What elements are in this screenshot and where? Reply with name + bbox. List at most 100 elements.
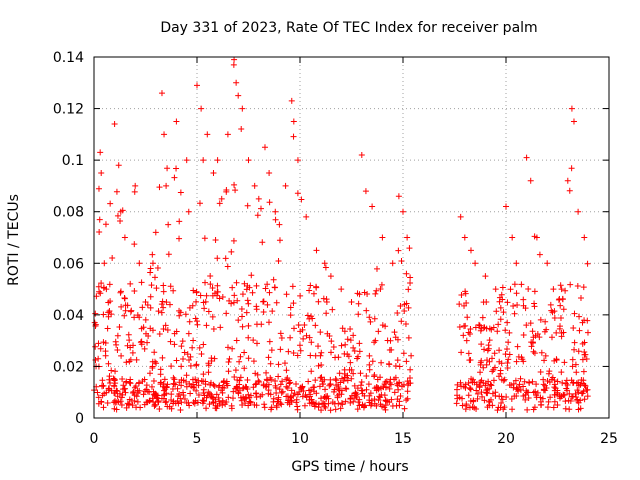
data-point <box>544 260 551 267</box>
data-point <box>177 189 184 196</box>
data-point <box>466 331 473 338</box>
data-point <box>490 366 497 373</box>
data-point <box>315 343 322 350</box>
data-point <box>454 392 461 399</box>
grid-lines <box>94 57 609 418</box>
data-point <box>510 384 517 391</box>
data-point <box>253 282 260 289</box>
data-point <box>524 389 531 396</box>
data-point <box>311 403 318 410</box>
data-point <box>544 377 551 384</box>
data-point <box>381 392 388 399</box>
data-point <box>531 288 538 295</box>
data-point <box>225 358 232 365</box>
data-point <box>367 318 374 325</box>
data-point <box>301 321 308 328</box>
data-point <box>134 312 141 319</box>
data-point <box>297 347 304 354</box>
data-point <box>98 398 105 405</box>
data-point <box>252 390 259 397</box>
data-point <box>375 397 382 404</box>
data-point <box>403 397 410 404</box>
data-point <box>571 346 578 353</box>
data-point <box>196 344 203 351</box>
data-point <box>580 380 587 387</box>
data-point <box>553 329 560 336</box>
data-point <box>542 318 549 325</box>
data-point <box>559 379 566 386</box>
data-point <box>329 306 336 313</box>
data-point <box>465 350 472 357</box>
data-point <box>354 385 361 392</box>
data-point <box>531 303 538 310</box>
data-point <box>121 312 128 319</box>
data-point <box>277 346 284 353</box>
data-point <box>382 323 389 330</box>
data-point <box>219 389 226 396</box>
data-point <box>161 131 168 138</box>
data-point <box>129 349 136 356</box>
data-point <box>511 281 518 288</box>
data-point <box>304 312 311 319</box>
data-point <box>467 397 474 404</box>
data-point <box>297 328 304 335</box>
data-point <box>113 399 120 406</box>
data-point <box>584 386 591 393</box>
data-point <box>557 315 564 322</box>
data-point <box>568 165 575 172</box>
data-point <box>251 182 258 189</box>
data-point <box>366 352 373 359</box>
data-point <box>504 365 511 372</box>
data-point <box>384 337 391 344</box>
data-point <box>531 350 538 357</box>
data-point <box>575 379 582 386</box>
data-point <box>197 292 204 299</box>
data-point <box>104 399 111 406</box>
data-point <box>561 359 568 366</box>
data-point <box>356 396 363 403</box>
data-point <box>338 286 345 293</box>
data-point <box>498 393 505 400</box>
data-point <box>308 313 315 320</box>
data-point <box>531 404 538 411</box>
data-point <box>98 170 105 177</box>
data-point <box>488 382 495 389</box>
data-point <box>520 332 527 339</box>
data-point <box>270 395 277 402</box>
data-point <box>233 279 240 286</box>
data-point <box>551 314 558 321</box>
data-point <box>388 381 395 388</box>
data-point <box>176 379 183 386</box>
data-point <box>358 387 365 394</box>
data-point <box>371 315 378 322</box>
data-point <box>235 317 242 324</box>
data-point <box>255 377 262 384</box>
data-point <box>138 338 145 345</box>
data-point <box>149 251 156 258</box>
data-point <box>276 386 283 393</box>
data-point <box>216 200 223 207</box>
data-point <box>576 313 583 320</box>
data-point <box>174 385 181 392</box>
data-point <box>350 370 357 377</box>
data-point <box>550 404 557 411</box>
data-point <box>533 381 540 388</box>
data-point <box>377 286 384 293</box>
data-point <box>127 380 134 387</box>
data-point <box>562 405 569 412</box>
data-point <box>112 338 119 345</box>
data-point <box>571 310 578 317</box>
data-point <box>159 298 166 305</box>
data-point <box>163 383 170 390</box>
data-point <box>348 392 355 399</box>
data-point <box>365 381 372 388</box>
data-point <box>483 390 490 397</box>
data-point <box>397 393 404 400</box>
data-point <box>515 353 522 360</box>
data-point <box>229 395 236 402</box>
data-point <box>170 398 177 405</box>
data-point <box>106 308 113 315</box>
data-point <box>352 389 359 396</box>
data-point <box>570 325 577 332</box>
data-point <box>261 404 268 411</box>
